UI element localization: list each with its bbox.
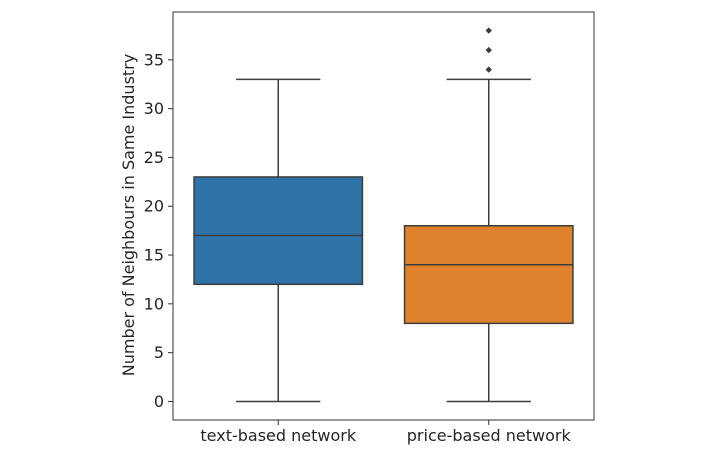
y-tick-label: 25 (144, 148, 164, 167)
iqr-box (193, 176, 364, 286)
plot-frame (172, 11, 595, 421)
y-tick-label: 0 (154, 392, 164, 411)
y-tick-label: 5 (154, 343, 164, 362)
y-tick-label: 35 (144, 50, 164, 69)
box-2 (403, 27, 574, 403)
box-1 (193, 78, 364, 403)
y-tick-label: 30 (144, 99, 164, 118)
x-axis-ticks: text-based network price-based network (200, 420, 571, 445)
y-tick-label: 15 (144, 246, 164, 265)
y-tick-label: 20 (144, 197, 164, 216)
plot-area (172, 11, 595, 421)
outlier-point (485, 46, 492, 54)
y-axis-ticks: 0 5 10 15 20 25 30 35 (144, 50, 173, 411)
iqr-box (403, 225, 574, 325)
y-tick-label: 10 (144, 294, 164, 313)
outlier-point (485, 66, 492, 73)
y-axis-label: Number of Neighbours in Same Industry (119, 54, 138, 376)
outlier-point (485, 27, 492, 34)
x-tick-label: price-based network (407, 426, 572, 445)
x-tick-label: text-based network (200, 426, 356, 445)
